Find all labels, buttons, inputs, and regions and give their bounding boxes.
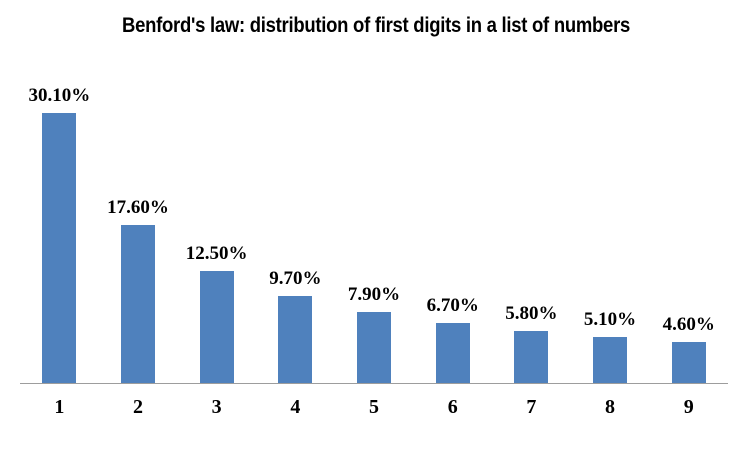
x-axis-label-3: 3: [211, 396, 222, 418]
bar-value-label: 7.90%: [347, 284, 401, 306]
bar-column: 6.70%: [413, 0, 492, 383]
bar-column: 7.90%: [335, 0, 414, 383]
bar-digit-1: [42, 113, 77, 383]
bar-digit-2: [121, 225, 155, 383]
x-axis-label-2: 2: [133, 396, 143, 418]
bar-digit-9: [671, 341, 706, 383]
bar-value-label: 4.60%: [662, 313, 715, 335]
bar-digit-7: [514, 331, 549, 383]
x-axis-label-8: 8: [605, 396, 616, 418]
bar-digit-4: [278, 296, 313, 383]
x-axis-label-7: 7: [526, 396, 537, 418]
plot-area: 30.10% 17.60% 12.50% 9.70% 7.90% 6.70% 5.80% 5.…: [20, 0, 728, 384]
x-axis-label-5: 5: [369, 396, 380, 418]
bar-value-label: 6.70%: [426, 295, 479, 317]
bar-column: 12.50%: [177, 0, 256, 383]
bar-column: 5.80%: [492, 0, 571, 383]
x-axis-label-9: 9: [683, 396, 694, 418]
chart-title: Benford's law: distribution of first dig…: [121, 14, 631, 37]
x-axis-label-4: 4: [290, 396, 301, 418]
bar-digit-5: [357, 312, 392, 383]
x-axis-label-6: 6: [447, 396, 458, 418]
bar-value-label: 12.50%: [185, 243, 248, 265]
x-axis-label-1: 1: [54, 396, 65, 418]
bar-value-label: 5.10%: [583, 309, 637, 331]
bar-column: 9.70%: [256, 0, 335, 383]
bar-value-label: 30.10%: [28, 85, 91, 107]
bar-value-label: 9.70%: [269, 268, 322, 290]
bar-digit-3: [199, 270, 234, 383]
bar-column: 4.60%: [649, 0, 728, 383]
bar-value-label: 17.60%: [107, 197, 169, 219]
bar-column: 5.10%: [571, 0, 650, 383]
bar-value-label: 5.80%: [505, 303, 558, 325]
bar-digit-8: [593, 337, 628, 383]
bar-digit-6: [435, 322, 470, 383]
x-axis-labels: 1 2 3 4 5 6 7 8 9: [20, 396, 728, 419]
bar-column: 17.60%: [99, 0, 178, 383]
bar-column: 30.10%: [20, 0, 99, 383]
